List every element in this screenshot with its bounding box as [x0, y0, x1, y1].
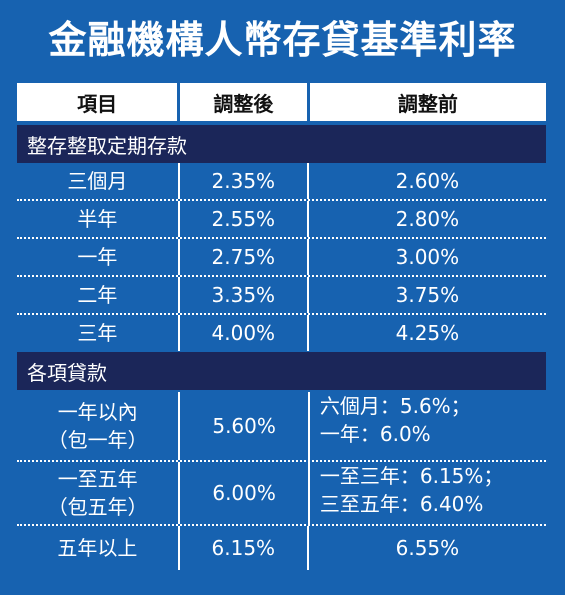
row-item-line2: （包一年） — [47, 428, 148, 452]
row-before: 3.75% — [306, 277, 546, 313]
row-item: 三年 — [77, 321, 118, 345]
row-item: 一年 — [77, 245, 118, 269]
row-item: 半年 — [77, 207, 118, 231]
section-loans: 各項貸款 — [17, 352, 546, 390]
row-item: 一年以內 （包一年） — [17, 392, 178, 460]
row-before-line1: 一至三年：6.15%； — [319, 464, 504, 488]
row-before: 6.55% — [306, 526, 546, 570]
row-item: 三個月 — [67, 169, 128, 193]
row-before-line1: 六個月：5.6%； — [319, 394, 471, 418]
section-deposits: 整存整取定期存款 — [17, 125, 546, 163]
row-after: 2.75% — [177, 239, 307, 275]
table-row: 三年 4.00% 4.25% — [17, 315, 546, 351]
row-item: 五年以上 — [57, 536, 138, 560]
row-item-line1: 一至五年 — [57, 467, 138, 491]
row-before: 一至三年：6.15%； 三至五年：6.40% — [307, 462, 546, 524]
row-after: 6.00% — [178, 462, 308, 524]
row-before-line2: 三至五年：6.40% — [319, 492, 484, 516]
row-item-line2: （包五年） — [47, 495, 148, 519]
table-row: 二年 3.35% 3.75% — [17, 277, 546, 315]
header-item: 項目 — [77, 91, 118, 116]
table-row: 五年以上 6.15% 6.55% — [17, 526, 546, 570]
table-header: 項目 調整後 調整前 — [17, 83, 546, 121]
table-row: 一至五年 （包五年） 6.00% 一至三年：6.15%； 三至五年：6.40% — [17, 462, 546, 526]
header-after: 調整後 — [177, 83, 307, 121]
table-row: 一年 2.75% 3.00% — [17, 239, 546, 277]
row-before: 2.60% — [306, 163, 546, 199]
table-row: 一年以內 （包一年） 5.60% 六個月：5.6%； 一年：6.0% — [17, 392, 546, 462]
row-after: 6.15% — [177, 526, 307, 570]
row-after: 2.55% — [177, 201, 307, 237]
row-before: 4.25% — [306, 315, 546, 351]
row-after: 4.00% — [177, 315, 307, 351]
row-before: 3.00% — [306, 239, 546, 275]
table-row: 三個月 2.35% 2.60% — [17, 163, 546, 201]
row-before: 2.80% — [306, 201, 546, 237]
page-title: 金融機構人幣存貸基準利率 — [48, 18, 517, 62]
row-item: 二年 — [77, 283, 118, 307]
row-after: 3.35% — [177, 277, 307, 313]
row-before-line2: 一年：6.0% — [319, 422, 431, 446]
row-after: 2.35% — [177, 163, 307, 199]
row-item: 一至五年 （包五年） — [17, 462, 178, 524]
row-item-line1: 一年以內 — [57, 400, 138, 424]
row-before: 六個月：5.6%； 一年：6.0% — [307, 392, 546, 460]
header-before: 調整前 — [306, 83, 546, 121]
table-row: 半年 2.55% 2.80% — [17, 201, 546, 239]
row-after: 5.60% — [178, 392, 308, 460]
